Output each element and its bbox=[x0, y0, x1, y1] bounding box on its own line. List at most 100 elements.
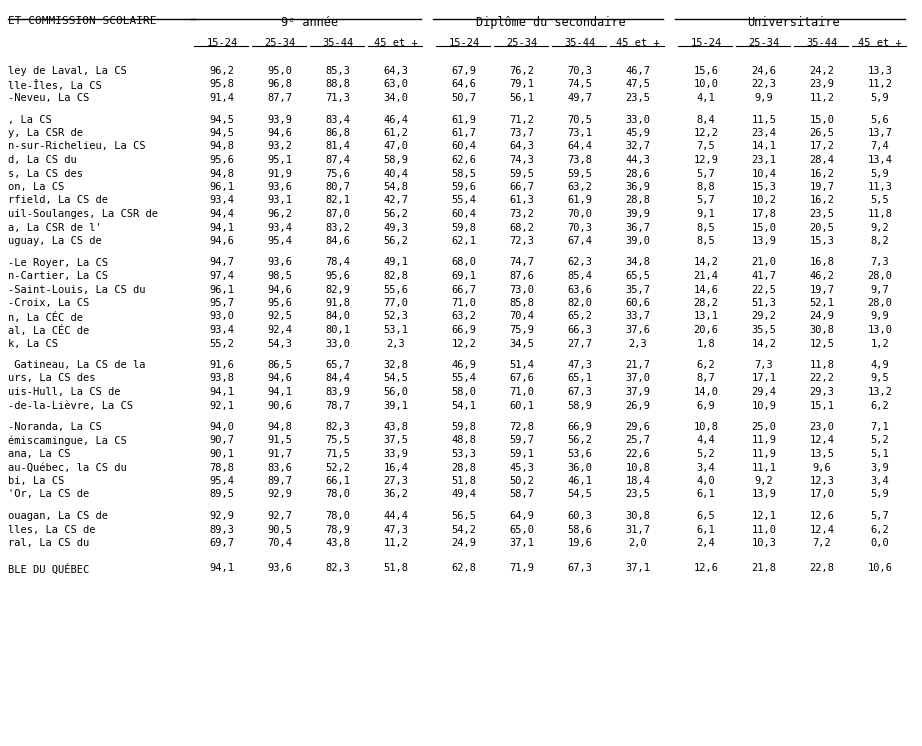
Text: 13,9: 13,9 bbox=[751, 236, 776, 246]
Text: 13,7: 13,7 bbox=[868, 128, 892, 138]
Text: bi, La CS: bi, La CS bbox=[8, 476, 65, 486]
Text: 71,3: 71,3 bbox=[325, 93, 350, 103]
Text: 85,8: 85,8 bbox=[510, 298, 535, 308]
Text: 95,6: 95,6 bbox=[267, 298, 292, 308]
Text: 74,3: 74,3 bbox=[510, 155, 535, 165]
Text: 11,5: 11,5 bbox=[751, 114, 776, 125]
Text: 10,6: 10,6 bbox=[868, 563, 892, 574]
Text: 65,5: 65,5 bbox=[625, 271, 651, 281]
Text: 64,3: 64,3 bbox=[384, 66, 408, 76]
Text: 55,2: 55,2 bbox=[209, 339, 234, 348]
Text: 5,7: 5,7 bbox=[697, 169, 715, 178]
Text: 61,9: 61,9 bbox=[568, 195, 593, 205]
Text: 11,9: 11,9 bbox=[751, 449, 776, 459]
Text: 3,4: 3,4 bbox=[697, 463, 715, 472]
Text: 37,5: 37,5 bbox=[384, 436, 408, 445]
Text: 51,8: 51,8 bbox=[452, 476, 477, 486]
Text: 83,4: 83,4 bbox=[325, 114, 350, 125]
Text: 17,2: 17,2 bbox=[810, 142, 834, 151]
Text: 68,0: 68,0 bbox=[452, 257, 477, 268]
Text: 33,9: 33,9 bbox=[384, 449, 408, 459]
Text: 54,5: 54,5 bbox=[384, 374, 408, 383]
Text: 94,1: 94,1 bbox=[209, 563, 234, 574]
Text: 15-24: 15-24 bbox=[691, 38, 722, 48]
Text: 52,3: 52,3 bbox=[384, 312, 408, 322]
Text: 88,8: 88,8 bbox=[325, 80, 350, 90]
Text: 2,3: 2,3 bbox=[629, 339, 647, 348]
Text: 78,7: 78,7 bbox=[325, 401, 350, 410]
Text: 54,3: 54,3 bbox=[267, 339, 292, 348]
Text: 15-24: 15-24 bbox=[207, 38, 238, 48]
Text: 90,6: 90,6 bbox=[267, 401, 292, 410]
Text: 67,3: 67,3 bbox=[568, 387, 593, 397]
Text: 85,3: 85,3 bbox=[325, 66, 350, 76]
Text: 62,3: 62,3 bbox=[568, 257, 593, 268]
Text: 46,2: 46,2 bbox=[810, 271, 834, 281]
Text: 61,3: 61,3 bbox=[510, 195, 535, 205]
Text: 62,8: 62,8 bbox=[452, 563, 477, 574]
Text: 30,8: 30,8 bbox=[625, 511, 651, 521]
Text: 71,5: 71,5 bbox=[325, 449, 350, 459]
Text: 37,9: 37,9 bbox=[625, 387, 651, 397]
Text: 58,9: 58,9 bbox=[384, 155, 408, 165]
Text: 47,5: 47,5 bbox=[625, 80, 651, 90]
Text: 5,6: 5,6 bbox=[870, 114, 890, 125]
Text: -Noranda, La CS: -Noranda, La CS bbox=[8, 422, 101, 432]
Text: 91,5: 91,5 bbox=[267, 436, 292, 445]
Text: 73,8: 73,8 bbox=[568, 155, 593, 165]
Text: 4,1: 4,1 bbox=[697, 93, 715, 103]
Text: 9ᵉ année: 9ᵉ année bbox=[280, 16, 337, 29]
Text: 23,5: 23,5 bbox=[810, 209, 834, 219]
Text: 91,6: 91,6 bbox=[209, 360, 234, 370]
Text: 86,5: 86,5 bbox=[267, 360, 292, 370]
Text: 53,3: 53,3 bbox=[452, 449, 477, 459]
Text: 96,2: 96,2 bbox=[209, 66, 234, 76]
Text: 66,7: 66,7 bbox=[452, 284, 477, 295]
Text: ET COMMISSION SCOLAIRE: ET COMMISSION SCOLAIRE bbox=[8, 16, 157, 26]
Text: 75,9: 75,9 bbox=[510, 325, 535, 335]
Text: 95,6: 95,6 bbox=[209, 155, 234, 165]
Text: 94,6: 94,6 bbox=[267, 374, 292, 383]
Text: 92,5: 92,5 bbox=[267, 312, 292, 322]
Text: 65,7: 65,7 bbox=[325, 360, 350, 370]
Text: 23,1: 23,1 bbox=[751, 155, 776, 165]
Text: 94,1: 94,1 bbox=[267, 387, 292, 397]
Text: 20,5: 20,5 bbox=[810, 222, 834, 233]
Text: 25,0: 25,0 bbox=[751, 422, 776, 432]
Text: 58,5: 58,5 bbox=[452, 169, 477, 178]
Text: 17,8: 17,8 bbox=[751, 209, 776, 219]
Text: 8,4: 8,4 bbox=[697, 114, 715, 125]
Text: 19,6: 19,6 bbox=[568, 538, 593, 548]
Text: 94,1: 94,1 bbox=[209, 222, 234, 233]
Text: 67,4: 67,4 bbox=[568, 236, 593, 246]
Text: 54,8: 54,8 bbox=[384, 182, 408, 192]
Text: 15,6: 15,6 bbox=[693, 66, 718, 76]
Text: urs, La CS des: urs, La CS des bbox=[8, 374, 96, 383]
Text: 32,7: 32,7 bbox=[625, 142, 651, 151]
Text: 12,2: 12,2 bbox=[452, 339, 477, 348]
Text: 48,8: 48,8 bbox=[452, 436, 477, 445]
Text: 94,6: 94,6 bbox=[209, 236, 234, 246]
Text: 92,4: 92,4 bbox=[267, 325, 292, 335]
Text: 9,2: 9,2 bbox=[870, 222, 890, 233]
Text: 91,9: 91,9 bbox=[267, 169, 292, 178]
Text: Gatineau, La CS de la: Gatineau, La CS de la bbox=[8, 360, 146, 370]
Text: 50,2: 50,2 bbox=[510, 476, 535, 486]
Text: 17,0: 17,0 bbox=[810, 489, 834, 500]
Text: 63,2: 63,2 bbox=[568, 182, 593, 192]
Text: 84,0: 84,0 bbox=[325, 312, 350, 322]
Text: 92,9: 92,9 bbox=[209, 511, 234, 521]
Text: 11,8: 11,8 bbox=[868, 209, 892, 219]
Text: 78,0: 78,0 bbox=[325, 489, 350, 500]
Text: 95,1: 95,1 bbox=[267, 155, 292, 165]
Text: 49,4: 49,4 bbox=[452, 489, 477, 500]
Text: 59,8: 59,8 bbox=[452, 222, 477, 233]
Text: 70,3: 70,3 bbox=[568, 222, 593, 233]
Text: 50,7: 50,7 bbox=[452, 93, 477, 103]
Text: n-Cartier, La CS: n-Cartier, La CS bbox=[8, 271, 108, 281]
Text: 58,0: 58,0 bbox=[452, 387, 477, 397]
Text: 17,1: 17,1 bbox=[751, 374, 776, 383]
Text: 35-44: 35-44 bbox=[323, 38, 354, 48]
Text: 11,8: 11,8 bbox=[810, 360, 834, 370]
Text: 46,7: 46,7 bbox=[625, 66, 651, 76]
